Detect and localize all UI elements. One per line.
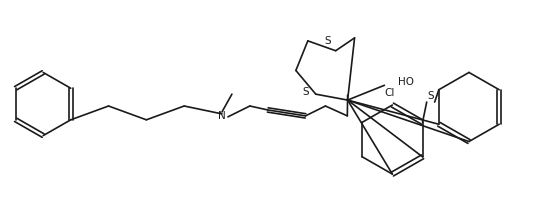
Text: N: N (218, 111, 226, 121)
Text: HO: HO (399, 77, 414, 87)
Text: S: S (324, 36, 331, 46)
Text: Cl: Cl (384, 88, 395, 98)
Text: S: S (302, 87, 309, 97)
Text: S: S (427, 91, 434, 101)
